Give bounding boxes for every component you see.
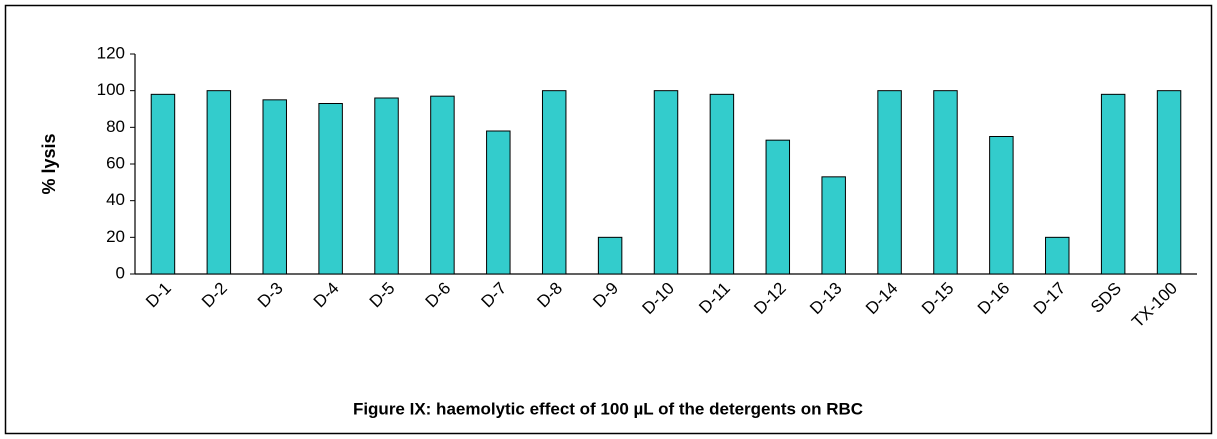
bar bbox=[150, 93, 176, 275]
bar bbox=[486, 130, 511, 275]
bar bbox=[933, 90, 958, 275]
y-tick-label: 80 bbox=[106, 117, 125, 136]
bar bbox=[597, 236, 623, 275]
y-tick-label: 40 bbox=[106, 190, 125, 209]
y-axis-label: % lysis bbox=[39, 133, 59, 194]
y-tick-label: 100 bbox=[97, 80, 125, 99]
bar bbox=[206, 90, 232, 275]
bar bbox=[374, 97, 399, 275]
bar bbox=[318, 103, 343, 275]
bar bbox=[709, 93, 735, 275]
bar bbox=[653, 90, 679, 275]
y-tick-label: 120 bbox=[97, 43, 125, 62]
bar bbox=[430, 95, 455, 275]
y-tick-label: 20 bbox=[106, 227, 125, 246]
y-tick-label: 60 bbox=[106, 153, 125, 172]
bar bbox=[1045, 236, 1070, 275]
bar bbox=[765, 139, 791, 275]
y-tick-label: 0 bbox=[116, 263, 125, 282]
bar bbox=[821, 176, 846, 275]
bar bbox=[1156, 90, 1182, 275]
chart-title: Figure IX: haemolytic effect of 100 µL o… bbox=[353, 399, 863, 418]
bar bbox=[1100, 93, 1126, 275]
bar bbox=[877, 90, 902, 275]
chart-frame bbox=[4, 4, 1213, 435]
bar bbox=[541, 90, 567, 275]
bar bbox=[262, 99, 287, 275]
bar bbox=[989, 136, 1014, 275]
